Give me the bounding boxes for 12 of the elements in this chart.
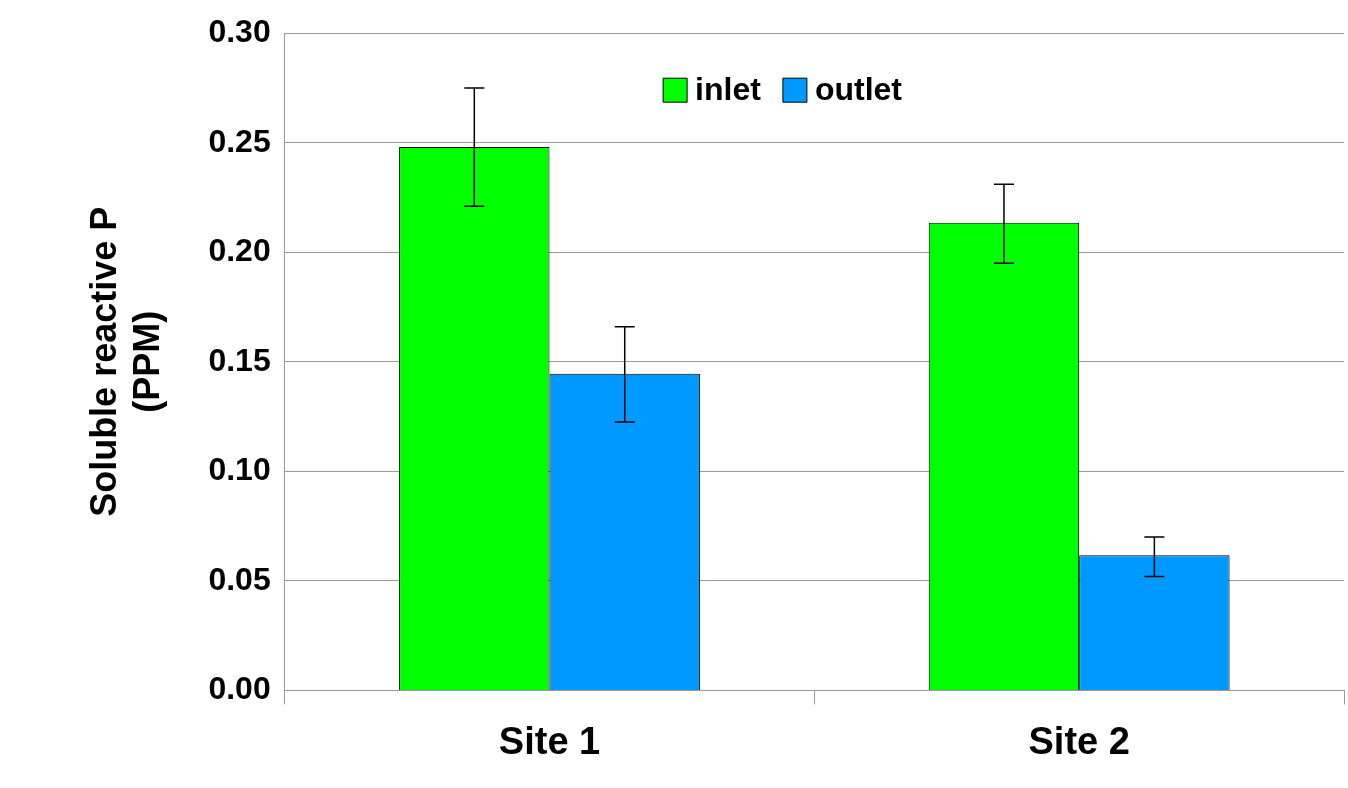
y-tick-label: 0.15	[208, 341, 271, 378]
x-tick-label: Site 1	[498, 719, 601, 762]
y-tick-label: 0.00	[208, 670, 271, 707]
y-tick-label: 0.30	[208, 13, 271, 50]
y-tick-label: 0.20	[208, 232, 271, 269]
y-axis-title: Soluble reactive P (PPM)	[82, 206, 167, 517]
y-tick-label: 0.10	[208, 451, 271, 488]
legend-label: outlet	[814, 71, 903, 108]
y-tick-label: 0.05	[208, 560, 271, 597]
y-tick-label: 0.25	[208, 122, 271, 159]
legend-label: inlet	[695, 71, 762, 108]
x-tick-label: Site 2	[1028, 719, 1130, 762]
